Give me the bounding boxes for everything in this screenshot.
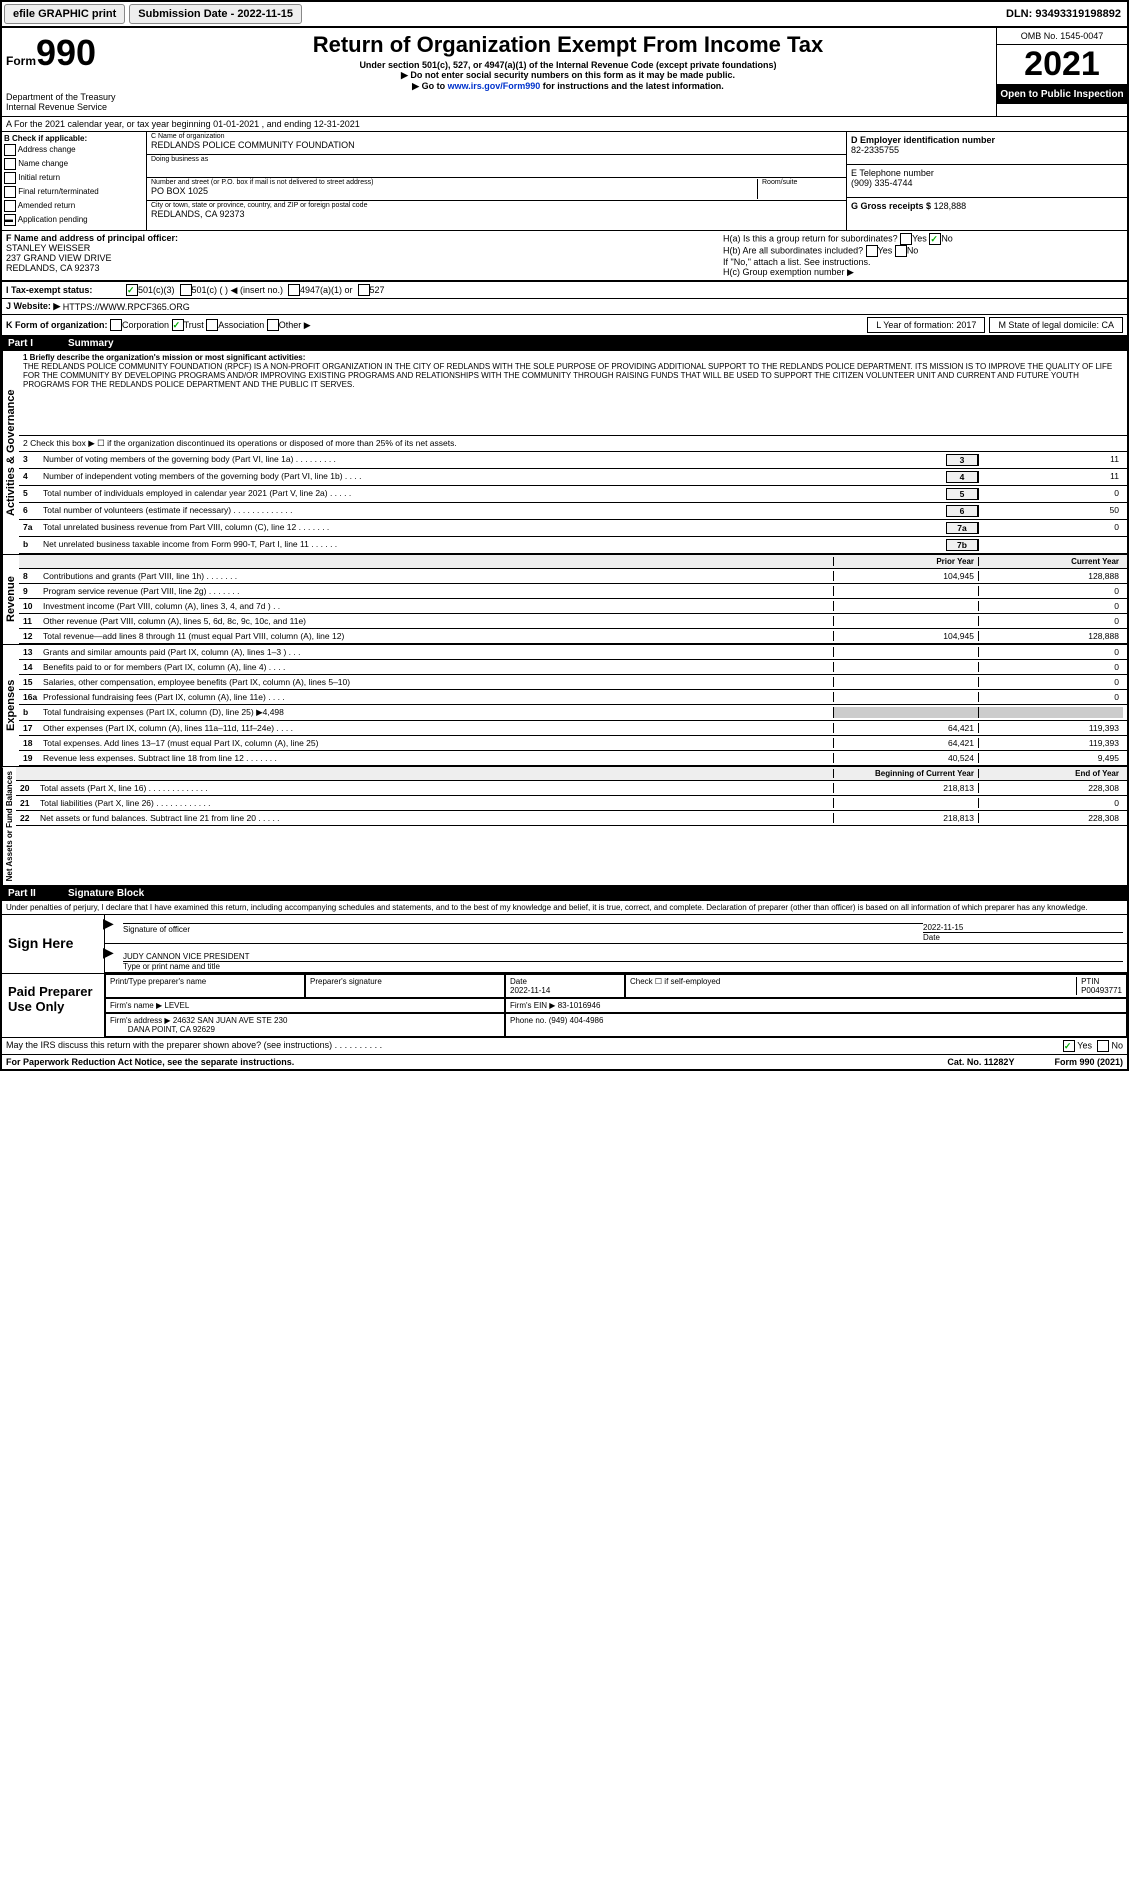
sig-officer-label: Signature of officer (123, 923, 923, 942)
hb-note: If "No," attach a list. See instructions… (723, 257, 1123, 267)
501c3-check: ✓ (126, 284, 138, 296)
mission-text: THE REDLANDS POLICE COMMUNITY FOUNDATION… (23, 362, 1123, 389)
vert-activities: Activities & Governance (2, 351, 19, 554)
line2: 2 Check this box ▶ ☐ if the organization… (23, 438, 1123, 449)
tax-year: 2021 (997, 45, 1127, 85)
dln: DLN: 93493319198892 (1006, 8, 1125, 20)
paperwork: For Paperwork Reduction Act Notice, see … (6, 1057, 294, 1067)
part1-label: Part I (8, 338, 68, 349)
org-name: REDLANDS POLICE COMMUNITY FOUNDATION (151, 140, 842, 150)
efile-btn[interactable]: efile GRAPHIC print (4, 4, 125, 24)
trust-check: ✓ (172, 319, 184, 331)
row-a: A For the 2021 calendar year, or tax yea… (2, 117, 1127, 132)
open-inspection: Open to Public Inspection (997, 85, 1127, 104)
j-label: J Website: ▶ (6, 301, 60, 312)
prep-sig-label: Preparer's signature (305, 974, 505, 998)
part2-label: Part II (8, 888, 68, 899)
sub3: ▶ Go to www.irs.gov/Form990 for instruct… (142, 81, 994, 92)
officer-name-title: JUDY CANNON VICE PRESIDENT (123, 952, 1123, 961)
ein-label: D Employer identification number (851, 135, 1123, 145)
hc: H(c) Group exemption number ▶ (723, 267, 1123, 278)
ha-no-check: ✓ (929, 233, 941, 245)
phone: (909) 335-4744 (851, 178, 1123, 188)
part1-title: Summary (68, 338, 114, 349)
i-label: I Tax-exempt status: (6, 285, 126, 295)
city-label: City or town, state or province, country… (151, 202, 842, 209)
title: Return of Organization Exempt From Incom… (142, 32, 994, 58)
vert-expenses: Expenses (2, 645, 19, 766)
phone-label: E Telephone number (851, 168, 1123, 178)
discuss-yes: ✓ (1063, 1040, 1075, 1052)
vert-net: Net Assets or Fund Balances (2, 767, 16, 885)
state-domicile: M State of legal domicile: CA (989, 317, 1123, 333)
dept2: Internal Revenue Service (6, 102, 136, 112)
form-footer: Form 990 (2021) (1054, 1057, 1123, 1067)
irs-link[interactable]: www.irs.gov/Form990 (448, 81, 541, 91)
submission-btn[interactable]: Submission Date - 2022-11-15 (129, 4, 302, 24)
gross: 128,888 (934, 201, 967, 211)
discuss: May the IRS discuss this return with the… (6, 1040, 382, 1052)
room-label: Room/suite (762, 179, 842, 186)
addr-label: Number and street (or P.O. box if mail i… (151, 179, 757, 186)
col-b: B Check if applicable: Address change Na… (2, 132, 147, 230)
addr: PO BOX 1025 (151, 186, 757, 196)
sub1: Under section 501(c), 527, or 4947(a)(1)… (142, 60, 994, 70)
dept1: Department of the Treasury (6, 92, 136, 102)
ein: 82-2335755 (851, 145, 1123, 155)
gross-label: G Gross receipts $ (851, 201, 931, 211)
app-pending-check: ▬ (4, 214, 16, 226)
officer-name: STANLEY WEISSER (6, 243, 715, 253)
cat-no: Cat. No. 11282Y (947, 1057, 1014, 1067)
officer-addr2: REDLANDS, CA 92373 (6, 263, 715, 273)
year-formation: L Year of formation: 2017 (867, 317, 985, 333)
vert-revenue: Revenue (2, 555, 19, 644)
prep-name-label: Print/Type preparer's name (105, 974, 305, 998)
omb: OMB No. 1545-0047 (997, 28, 1127, 45)
c-name-label: C Name of organization (151, 133, 842, 140)
line1-label: 1 Briefly describe the organization's mi… (23, 353, 1123, 362)
sign-here: Sign Here (2, 915, 104, 973)
sub2: ▶ Do not enter social security numbers o… (142, 70, 994, 81)
officer-addr1: 237 GRAND VIEW DRIVE (6, 253, 715, 263)
dba-label: Doing business as (151, 156, 842, 163)
part2-title: Signature Block (68, 888, 144, 899)
city: REDLANDS, CA 92373 (151, 209, 842, 219)
paid-preparer: Paid Preparer Use Only (2, 974, 104, 1037)
f-label: F Name and address of principal officer: (6, 233, 715, 243)
form-number: Form990 (6, 32, 136, 74)
type-name-label: Type or print name and title (123, 961, 1123, 971)
penalty-text: Under penalties of perjury, I declare th… (2, 901, 1127, 915)
website: HTTPS://WWW.RPCF365.ORG (63, 302, 190, 312)
